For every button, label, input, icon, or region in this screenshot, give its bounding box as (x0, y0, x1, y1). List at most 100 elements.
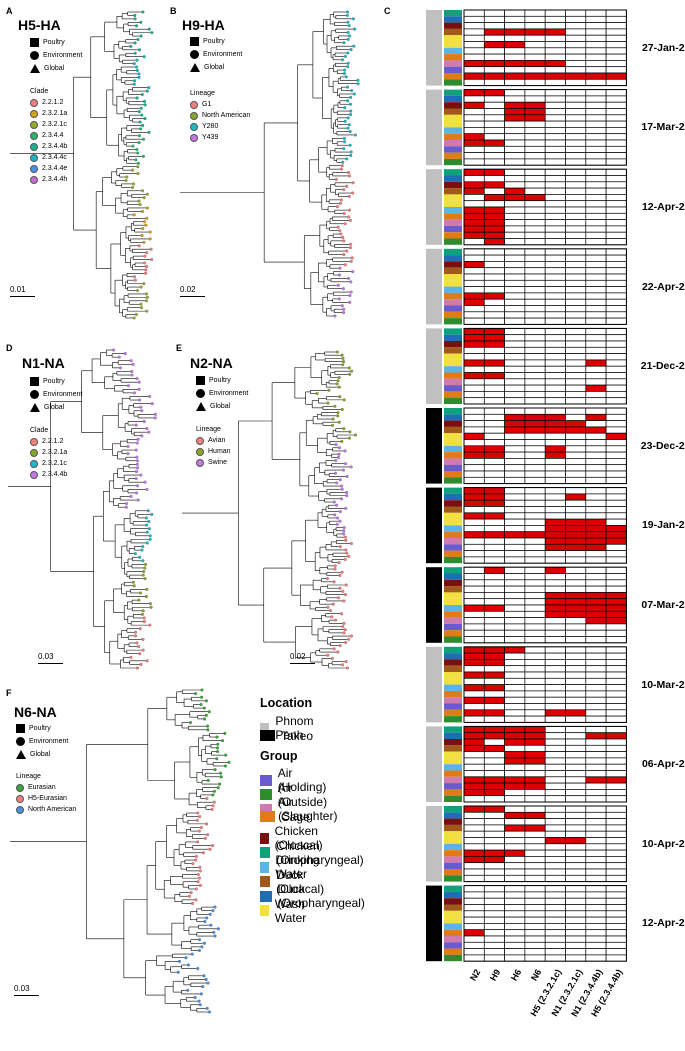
detection-cell-positive (463, 726, 485, 734)
tree-tip (330, 615, 334, 619)
detection-cell (483, 751, 505, 759)
tree-tip (139, 285, 143, 289)
detection-cell (463, 426, 485, 434)
detection-cell (483, 537, 505, 545)
legend-item-label: 2.3.4.4b (42, 143, 68, 150)
detection-cell (544, 114, 566, 122)
detection-cell (565, 776, 587, 784)
tree-tip (135, 377, 139, 381)
tree-tip (144, 516, 148, 520)
group-cell (444, 95, 462, 103)
tree-tip (145, 89, 149, 93)
legend-item: 2.3.4.4h (30, 176, 67, 184)
tree-tip (129, 44, 133, 48)
detection-cell (544, 929, 566, 937)
detection-cell (504, 432, 526, 440)
legend-item-label: North American (202, 112, 251, 119)
tree-tip (332, 580, 336, 584)
group-cell (444, 703, 462, 710)
tree-tip (135, 666, 139, 670)
tree-tip (351, 181, 355, 185)
tree-tip (341, 160, 345, 164)
detection-cell (605, 751, 627, 759)
tree-tip (315, 391, 319, 395)
detection-cell-positive (504, 811, 526, 819)
detection-cell (544, 738, 566, 746)
detection-cell (524, 929, 546, 937)
global-triangle-icon (30, 64, 40, 73)
detection-cell (524, 770, 546, 778)
detection-cell (463, 200, 485, 208)
detection-cell (565, 941, 587, 949)
location-group-legend: Location Phnom Penh Takeo Group Air (Hold… (260, 696, 420, 946)
group-legend-item: Air (Outside) (260, 781, 330, 809)
tree-tip (343, 263, 347, 267)
environment-circle-icon (30, 51, 39, 60)
detection-cell-positive (504, 194, 526, 202)
detection-cell (585, 328, 607, 336)
environment-circle-icon (16, 737, 25, 746)
detection-cell (565, 868, 587, 876)
group-cell (444, 646, 462, 654)
detection-cell (504, 317, 526, 325)
detection-cell (483, 868, 505, 876)
detection-cell (463, 47, 485, 55)
detection-cell (524, 954, 546, 962)
detection-cell (504, 158, 526, 166)
detection-cell (585, 248, 607, 256)
detection-cell (463, 868, 485, 876)
tree-tip (331, 423, 335, 427)
tree-tip (335, 522, 339, 526)
scale-label: 0.03 (38, 652, 54, 661)
detection-cell-positive (544, 28, 566, 36)
detection-cell (585, 506, 607, 514)
group-legend-item: Wash Water (260, 897, 313, 925)
detection-cell (504, 334, 526, 342)
detection-cell (585, 954, 607, 962)
group-cell (444, 292, 462, 300)
tree-tip (347, 366, 351, 370)
detection-cell (463, 78, 485, 86)
detection-cell (544, 696, 566, 704)
detection-cell (605, 703, 627, 711)
detection-cell (605, 47, 627, 55)
detection-cell (483, 145, 505, 153)
detection-cell-positive (585, 413, 607, 421)
detection-cell (544, 353, 566, 361)
scale-label: 0.02 (180, 285, 196, 294)
detection-cell (605, 493, 627, 501)
tree-tip (347, 171, 351, 175)
panel-e-letter: E (176, 343, 183, 353)
detection-cell (585, 175, 607, 183)
detection-cell (524, 47, 546, 55)
detection-cell (524, 512, 546, 520)
detection-cell (524, 493, 546, 501)
detection-cell (605, 420, 627, 428)
detection-cell (544, 127, 566, 135)
detection-cell (585, 101, 607, 109)
scale-bar (14, 995, 39, 996)
detection-cell (463, 353, 485, 361)
legend-item-label: 2.3.4.4h (42, 176, 68, 183)
detection-cell (524, 145, 546, 153)
tree-tip (343, 222, 347, 226)
tree-tip (335, 481, 339, 485)
detection-cell (524, 152, 546, 160)
detection-cell (565, 273, 587, 281)
group-cell (444, 726, 462, 733)
detection-cell (585, 292, 607, 300)
detection-cell (544, 359, 566, 367)
detection-cell (483, 120, 505, 128)
detection-cell (544, 305, 566, 313)
tree-tip (132, 584, 136, 588)
detection-cell (585, 206, 607, 214)
tree-tip (118, 366, 122, 370)
tree-tip (136, 165, 140, 169)
detection-cell (605, 378, 627, 386)
detection-cell (524, 298, 546, 306)
detection-cell-positive (483, 168, 505, 176)
legend-item: Avian (196, 437, 225, 445)
tree-tip (139, 34, 143, 38)
detection-cell (463, 407, 485, 415)
tree-tip (139, 127, 143, 131)
